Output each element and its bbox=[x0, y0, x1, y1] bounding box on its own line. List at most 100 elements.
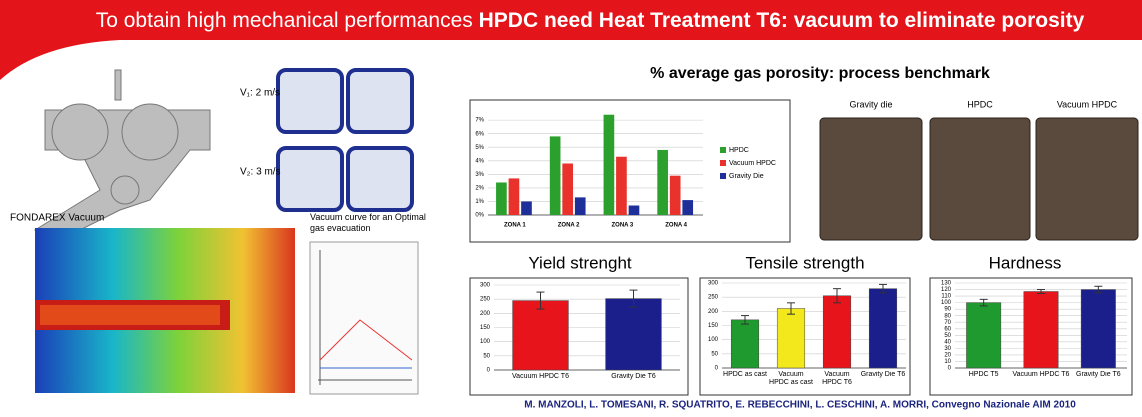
x-label-box: HPDC T5 bbox=[968, 371, 999, 378]
y-tick-label: 2% bbox=[475, 185, 484, 191]
x-label-box: Gravity Die T6 bbox=[611, 373, 656, 380]
y-tick-label: 0 bbox=[715, 366, 719, 372]
error-bar bbox=[741, 315, 749, 325]
x-tick-label: ZONA 3 bbox=[611, 223, 633, 229]
y-tick-label: 30 bbox=[944, 346, 951, 352]
bar bbox=[562, 163, 574, 215]
y-tick-label: 100 bbox=[941, 300, 952, 306]
chart-title: Tensile strength bbox=[745, 253, 864, 272]
bar bbox=[496, 182, 507, 215]
legend-swatch bbox=[720, 147, 726, 153]
mold-images bbox=[276, 68, 414, 212]
x-label-box: HPDC as cast bbox=[723, 371, 767, 378]
x-tick-label: Gravity Die T6 bbox=[611, 373, 656, 380]
chart-title: Hardness bbox=[989, 253, 1062, 272]
heatmap-image bbox=[35, 228, 295, 393]
chart-title: Yield strenght bbox=[528, 253, 632, 272]
y-tick-label: 70 bbox=[944, 320, 951, 326]
error-bar bbox=[979, 298, 988, 307]
y-tick-label: 300 bbox=[708, 281, 719, 287]
y-tick-label: 0 bbox=[487, 368, 491, 374]
x-tick-label: Vacuum HPDC T6 bbox=[512, 373, 569, 380]
y-tick-label: 150 bbox=[480, 325, 491, 331]
bar bbox=[616, 156, 627, 215]
error-bar bbox=[833, 288, 841, 304]
y-tick-label: 10 bbox=[944, 359, 951, 365]
bar bbox=[682, 200, 694, 215]
chart-title: % average gas porosity: process benchmar… bbox=[650, 65, 990, 82]
x-label-box: Gravity Die T6 bbox=[1076, 371, 1121, 378]
casting-photos bbox=[819, 117, 1139, 241]
y-tick-label: 50 bbox=[483, 353, 490, 359]
x-tick-label: HPDC as cast bbox=[723, 371, 767, 378]
bar bbox=[574, 197, 586, 215]
x-tick-label: Vacuum HPDC T6 bbox=[822, 371, 852, 386]
y-tick-label: 200 bbox=[480, 311, 491, 317]
x-label-box: Vacuum HPDC as cast bbox=[769, 371, 813, 386]
y-tick-label: 50 bbox=[944, 333, 951, 339]
bar bbox=[603, 114, 615, 215]
x-label-box: Vacuum HPDC T6 bbox=[1012, 371, 1070, 378]
bar bbox=[822, 295, 852, 369]
bar bbox=[966, 302, 1002, 369]
y-tick-label: 6% bbox=[475, 131, 484, 137]
image-caption: Vacuum curve for an Optimal gas evacuati… bbox=[310, 212, 426, 233]
y-tick-label: 1% bbox=[475, 199, 484, 205]
y-tick-label: 0% bbox=[475, 213, 484, 219]
bar bbox=[669, 175, 681, 215]
x-tick-label: ZONA 4 bbox=[665, 223, 687, 229]
x-tick-label: ZONA 1 bbox=[504, 223, 526, 229]
y-tick-label: 40 bbox=[944, 339, 951, 345]
y-tick-label: 110 bbox=[941, 294, 951, 300]
x-label-box: Gravity Die T6 bbox=[860, 371, 906, 378]
bar bbox=[868, 288, 898, 369]
bar bbox=[628, 205, 640, 215]
legend-swatch bbox=[720, 173, 726, 179]
speed-label: V₁: 2 m/s bbox=[240, 88, 280, 99]
photo-label: HPDC bbox=[967, 99, 993, 109]
bar bbox=[657, 149, 668, 215]
x-label-box: Vacuum HPDC T6 bbox=[512, 373, 569, 380]
error-bar bbox=[1037, 289, 1045, 294]
y-tick-label: 250 bbox=[480, 297, 491, 303]
x-tick-label: Vacuum HPDC T6 bbox=[1012, 371, 1070, 378]
header-title: To obtain high mechanical performances H… bbox=[96, 9, 1085, 32]
footer-authors: M. MANZOLI, L. TOMESANI, R. SQUATRITO, E… bbox=[524, 400, 1076, 411]
y-tick-label: 3% bbox=[475, 172, 484, 178]
bar bbox=[521, 201, 532, 215]
x-tick-label: Gravity Die T6 bbox=[860, 371, 906, 378]
chart-frame bbox=[469, 99, 791, 243]
error-bar bbox=[1094, 285, 1103, 294]
x-label-box: Vacuum HPDC T6 bbox=[822, 371, 852, 386]
legend-label: Gravity Die bbox=[729, 173, 764, 180]
header-band bbox=[0, 0, 1142, 80]
bar bbox=[512, 300, 569, 371]
y-tick-label: 250 bbox=[708, 295, 719, 301]
y-tick-label: 7% bbox=[475, 118, 484, 124]
y-tick-label: 60 bbox=[944, 326, 951, 332]
y-tick-label: 0 bbox=[948, 366, 952, 372]
photo-label: Vacuum HPDC bbox=[1057, 99, 1118, 109]
y-tick-label: 80 bbox=[944, 313, 951, 319]
x-tick-label: HPDC T5 bbox=[968, 371, 999, 378]
bar bbox=[1080, 289, 1116, 369]
y-tick-label: 90 bbox=[944, 307, 951, 313]
bar bbox=[776, 308, 806, 369]
y-tick-label: 20 bbox=[944, 353, 951, 359]
y-tick-label: 4% bbox=[475, 158, 484, 164]
die-drawing bbox=[33, 69, 211, 241]
y-tick-label: 200 bbox=[708, 309, 719, 315]
y-tick-label: 150 bbox=[708, 323, 719, 329]
bar bbox=[605, 298, 662, 371]
y-tick-label: 300 bbox=[480, 283, 491, 289]
y-tick-label: 100 bbox=[480, 339, 491, 345]
photo-label: Gravity die bbox=[849, 99, 892, 109]
image-caption: FONDAREX Vacuum bbox=[10, 213, 104, 224]
y-tick-label: 120 bbox=[941, 287, 952, 293]
y-tick-label: 50 bbox=[711, 351, 718, 357]
error-bar bbox=[536, 291, 545, 310]
error-bar bbox=[629, 289, 638, 308]
bar bbox=[508, 178, 520, 215]
bar bbox=[1023, 291, 1059, 369]
